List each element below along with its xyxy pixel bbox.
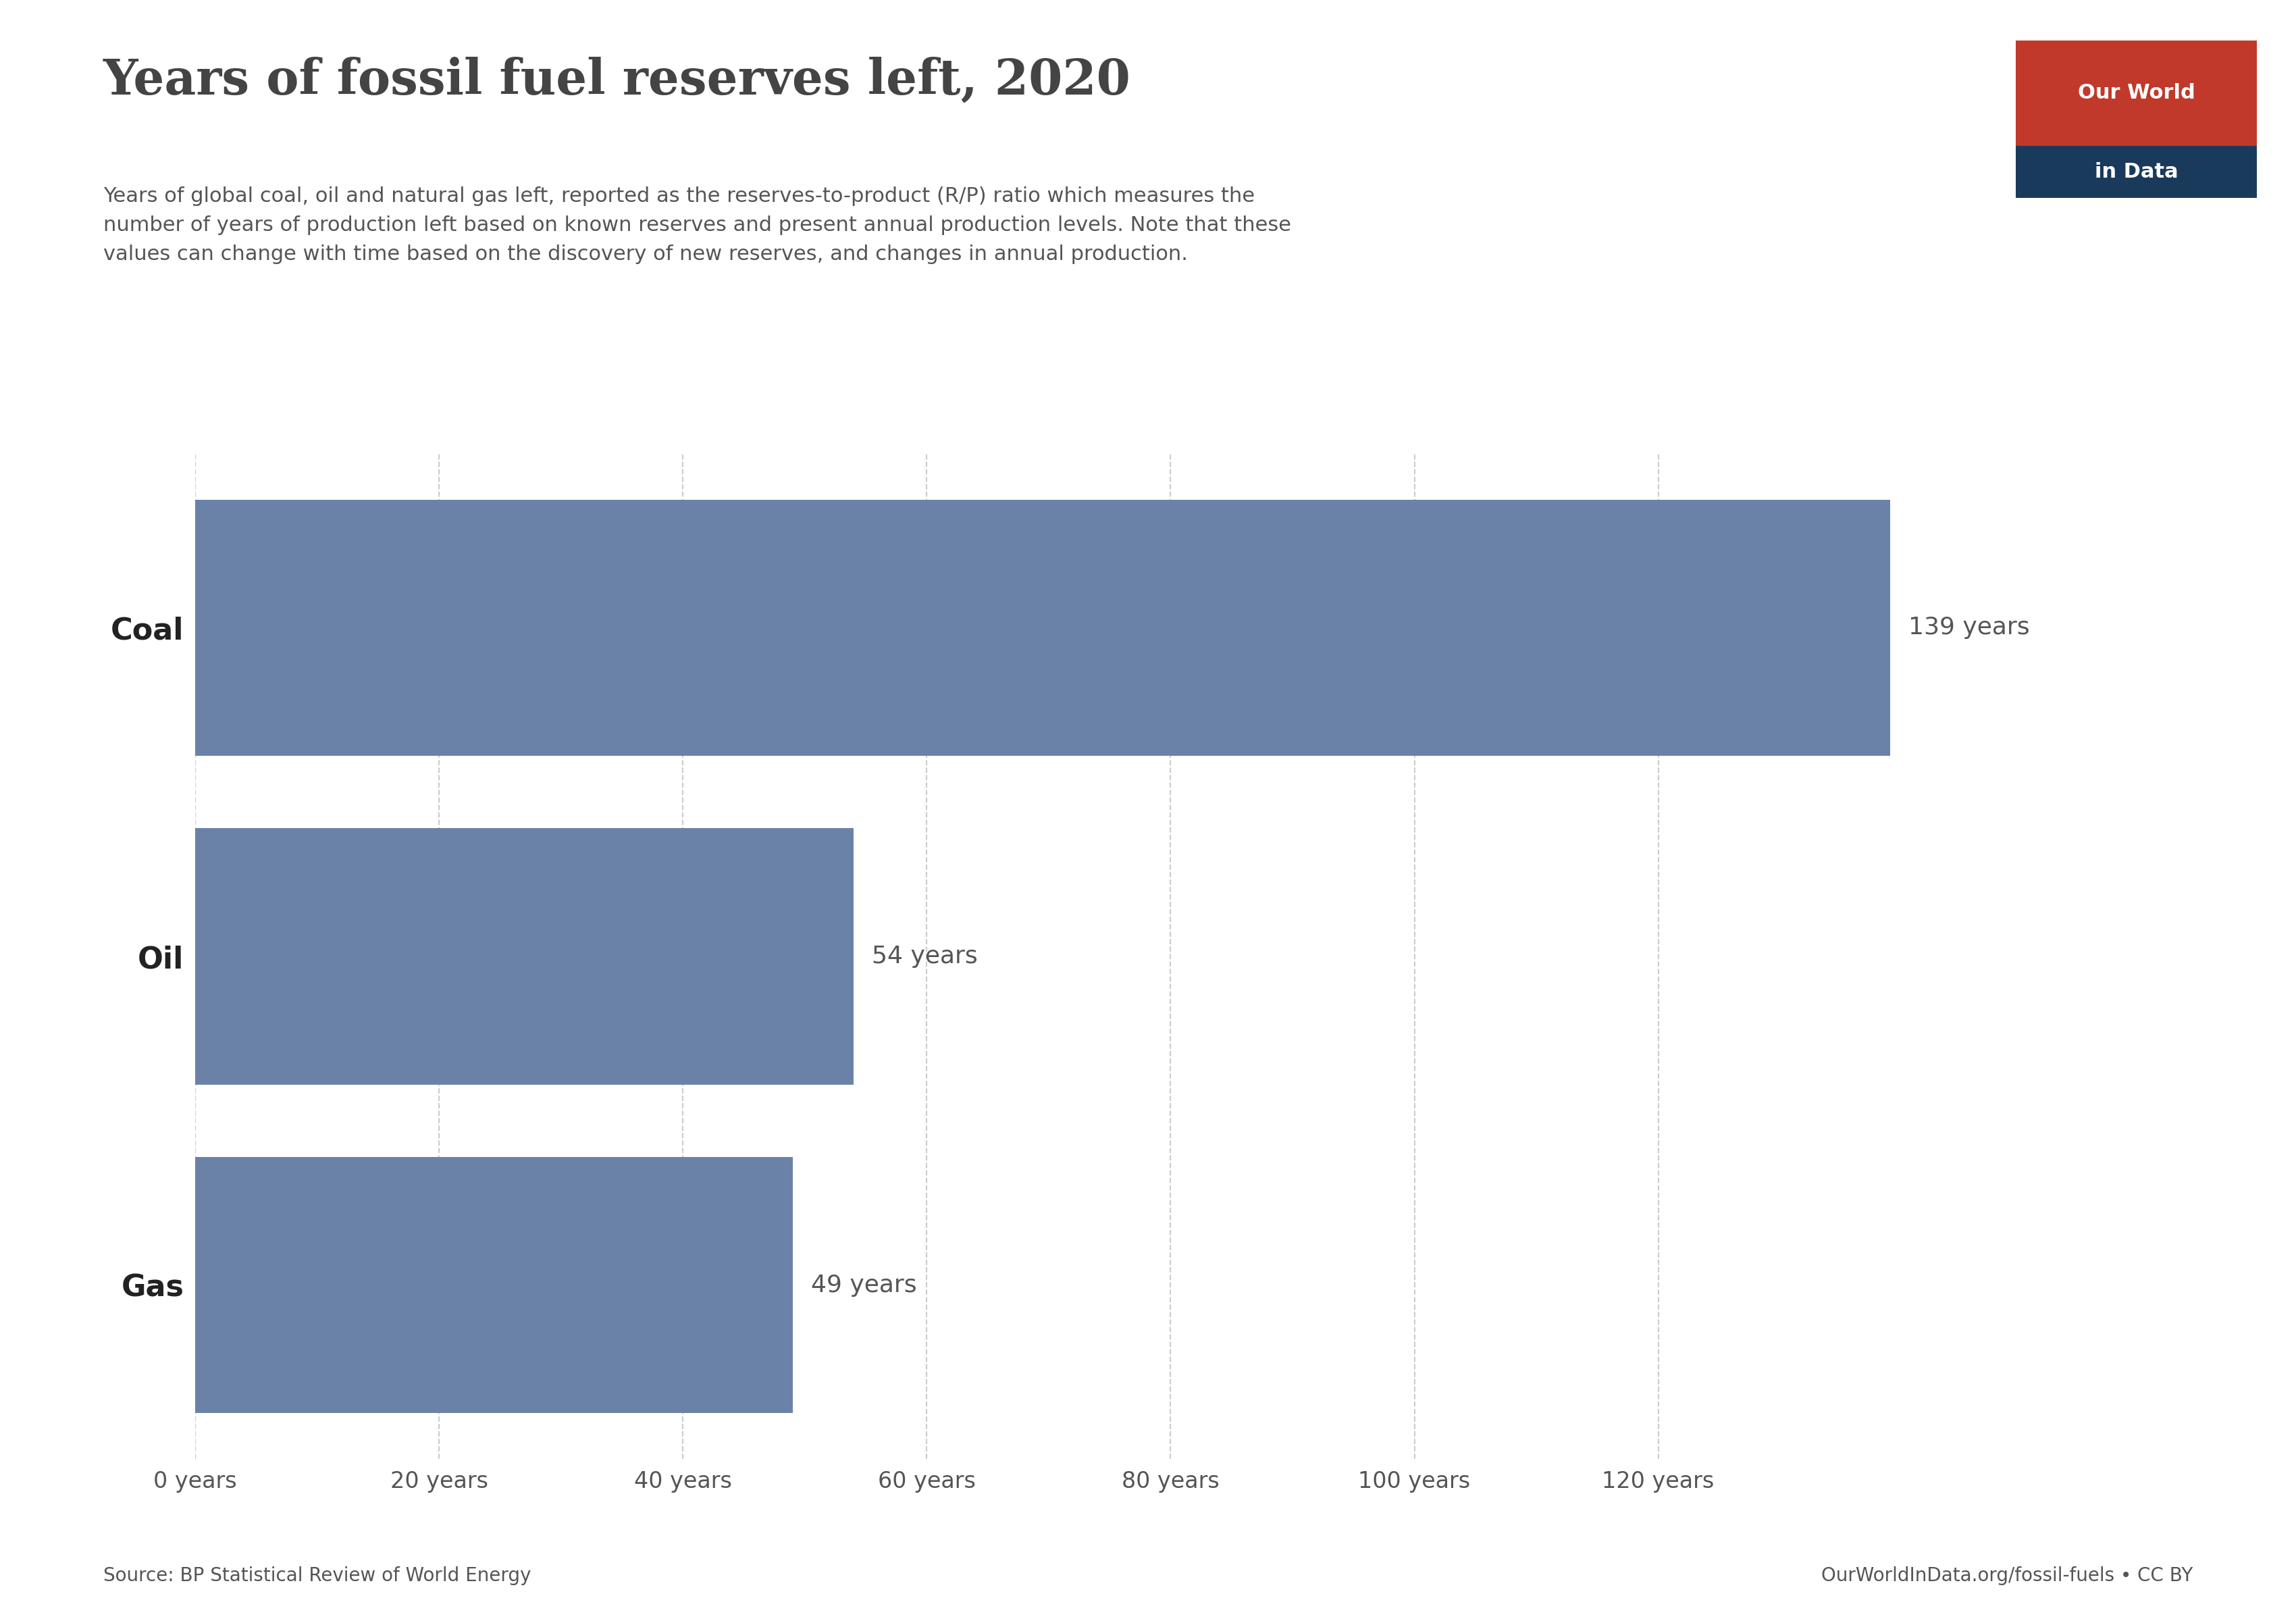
Text: 139 years: 139 years	[1908, 616, 2030, 639]
Bar	[195, 1157, 792, 1414]
Text: in Data: in Data	[2094, 162, 2179, 182]
Bar	[195, 499, 1890, 755]
Text: Source: BP Statistical Review of World Energy: Source: BP Statistical Review of World E…	[103, 1566, 530, 1585]
Text: Years of fossil fuel reserves left, 2020: Years of fossil fuel reserves left, 2020	[103, 57, 1132, 105]
Text: 49 years: 49 years	[810, 1274, 916, 1297]
Bar	[195, 828, 854, 1084]
Text: Our World: Our World	[2078, 83, 2195, 104]
Text: 54 years: 54 years	[872, 945, 978, 968]
Text: OurWorldInData.org/fossil-fuels • CC BY: OurWorldInData.org/fossil-fuels • CC BY	[1821, 1566, 2193, 1585]
Text: Years of global coal, oil and natural gas left, reported as the reserves-to-prod: Years of global coal, oil and natural ga…	[103, 186, 1290, 264]
